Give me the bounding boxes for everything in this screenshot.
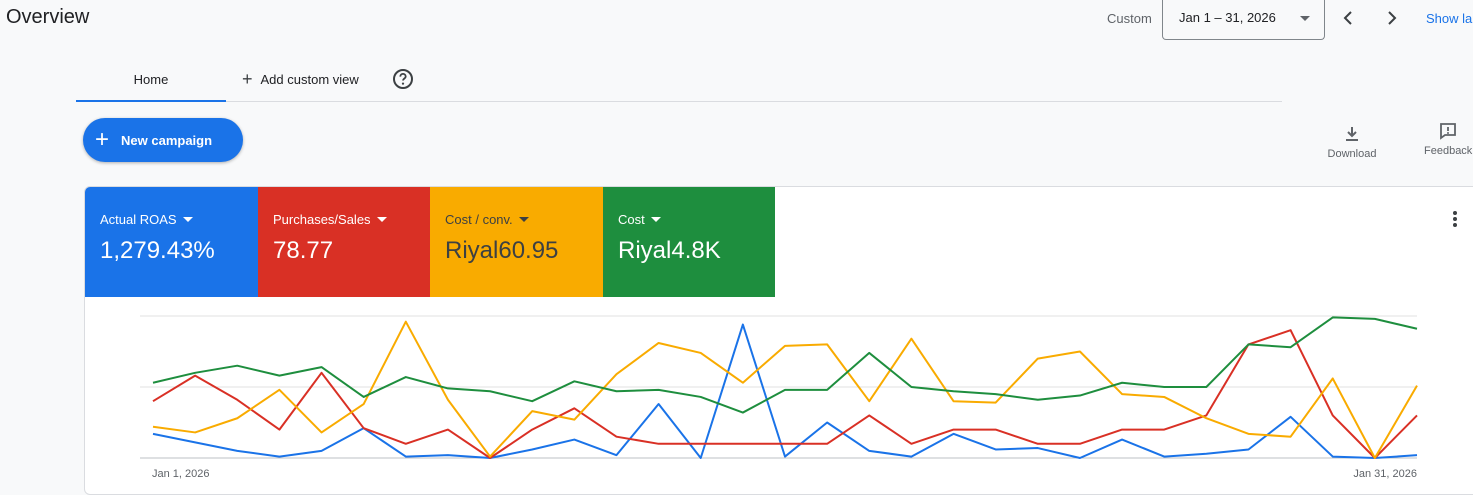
dropdown-arrow-icon bbox=[182, 217, 193, 222]
chart-series-line bbox=[152, 316, 1418, 414]
metric-name-label: Cost bbox=[618, 212, 645, 227]
metric-value: Riyal4.8K bbox=[618, 237, 721, 264]
tab-home-label: Home bbox=[133, 72, 169, 87]
feedback-icon bbox=[1440, 123, 1456, 140]
metric-tile[interactable]: Purchases/Sales 78.77 bbox=[258, 187, 430, 297]
chevron-left-icon bbox=[1343, 11, 1352, 25]
date-range-picker[interactable]: Jan 1 – 31, 2026 bbox=[1162, 0, 1325, 40]
new-campaign-label: New campaign bbox=[121, 132, 213, 148]
metric-value: 78.77 bbox=[273, 237, 334, 264]
new-campaign-button[interactable]: + New campaign bbox=[83, 118, 243, 162]
dropdown-arrow-icon bbox=[376, 217, 387, 222]
feedback-button[interactable]: Feedback bbox=[1414, 121, 1473, 157]
dropdown-arrow-icon bbox=[650, 217, 661, 222]
metric-name: Cost / conv. bbox=[445, 212, 588, 227]
date-range-label: Custom bbox=[1107, 11, 1152, 26]
tab-add-custom-view[interactable]: + Add custom view bbox=[242, 58, 359, 101]
metric-name-label: Purchases/Sales bbox=[273, 212, 371, 227]
plus-icon: + bbox=[95, 126, 110, 153]
metric-name-label: Cost / conv. bbox=[445, 212, 513, 227]
dropdown-arrow-icon bbox=[518, 217, 529, 222]
x-axis-tick-label: Jan 1, 2026 bbox=[152, 468, 210, 480]
plus-icon: + bbox=[242, 69, 253, 89]
page-title: Overview bbox=[6, 6, 90, 28]
help-icon[interactable] bbox=[392, 68, 414, 90]
more-options-icon[interactable] bbox=[1449, 209, 1461, 229]
tab-home[interactable]: Home bbox=[76, 58, 226, 101]
metric-name-label: Actual ROAS bbox=[100, 212, 177, 227]
date-range-value: Jan 1 – 31, 2026 bbox=[1179, 10, 1276, 25]
feedback-label: Feedback bbox=[1424, 145, 1473, 157]
show-link[interactable]: Show la bbox=[1426, 11, 1473, 26]
metric-value: Riyal60.95 bbox=[445, 237, 559, 264]
metric-tile[interactable]: Cost / conv. Riyal60.95 bbox=[430, 187, 603, 297]
chevron-down-icon bbox=[1300, 16, 1310, 21]
tab-home-indicator bbox=[76, 100, 226, 102]
chart-series-line bbox=[152, 320, 1418, 459]
download-icon bbox=[1346, 127, 1358, 141]
metric-name: Actual ROAS bbox=[100, 212, 243, 227]
previous-period-button[interactable] bbox=[1336, 6, 1360, 30]
tab-add-custom-view-label: Add custom view bbox=[260, 72, 359, 87]
metric-tile[interactable]: Cost Riyal4.8K bbox=[603, 187, 775, 297]
metric-name: Purchases/Sales bbox=[273, 212, 415, 227]
download-label: Download bbox=[1327, 148, 1377, 160]
chart-series-line bbox=[152, 323, 1418, 459]
x-axis-tick-label: Jan 31, 2026 bbox=[1353, 468, 1417, 480]
metric-name: Cost bbox=[618, 212, 760, 227]
download-button[interactable]: Download bbox=[1317, 124, 1387, 160]
metric-tile[interactable]: Actual ROAS 1,279.43% bbox=[85, 187, 258, 297]
performance-card: Actual ROAS 1,279.43% Purchases/Sales 78.77… bbox=[84, 186, 1473, 495]
chevron-right-icon bbox=[1388, 11, 1397, 25]
next-period-button[interactable] bbox=[1380, 6, 1404, 30]
performance-chart: Jan 1, 2026 Jan 31, 2026 bbox=[140, 315, 1418, 480]
view-tabs: Home + Add custom view bbox=[76, 58, 1282, 102]
metric-value: 1,279.43% bbox=[100, 237, 215, 264]
chart-series-line bbox=[152, 329, 1418, 459]
